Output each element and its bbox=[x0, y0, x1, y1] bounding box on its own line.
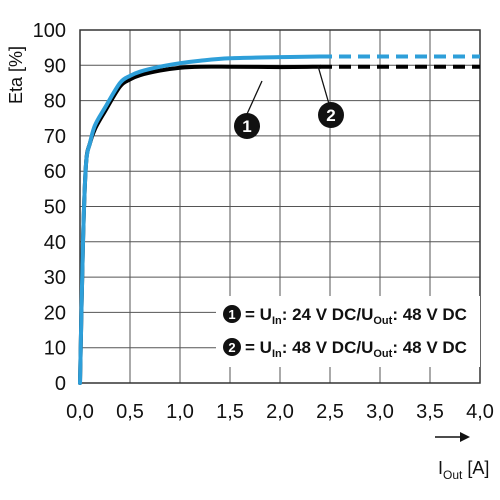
x-axis-label-sub: Out bbox=[443, 468, 463, 482]
x-tick-label: 0,5 bbox=[116, 401, 144, 423]
y-tick-label: 10 bbox=[44, 338, 66, 360]
y-tick-label: 40 bbox=[44, 232, 66, 254]
series-2-line bbox=[78, 54, 322, 385]
legend-entry-1: 1 = UIn: 24 V DC/UOut: 48 V DC bbox=[223, 305, 467, 327]
y-axis-label: Eta [%] bbox=[6, 46, 26, 104]
plot-frame bbox=[79, 29, 481, 384]
legend-entry-2: 2 = UIn: 48 V DC/UOut: 48 V DC bbox=[223, 338, 467, 360]
legend: 1 = UIn: 24 V DC/UOut: 48 V DC 2 = UIn: … bbox=[216, 296, 480, 367]
curve-2-marker-label: 2 bbox=[326, 106, 335, 125]
grid bbox=[79, 29, 481, 384]
legend-label-1: = UIn: 24 V DC/UOut: 48 V DC bbox=[245, 305, 467, 327]
x-tick-label: 2,0 bbox=[266, 401, 294, 423]
x-axis-label-main: I bbox=[438, 458, 443, 478]
legend-marker-2: 2 bbox=[228, 340, 235, 355]
x-tick-label: 3,0 bbox=[366, 401, 394, 423]
curve-1-marker-label: 1 bbox=[242, 117, 251, 136]
legend-marker-1: 1 bbox=[228, 307, 235, 322]
y-tick-label: 100 bbox=[33, 20, 66, 42]
curve-1-marker: 1 bbox=[234, 80, 263, 139]
x-tick-label: 4,0 bbox=[466, 401, 494, 423]
x-tick-label: 1,0 bbox=[166, 401, 194, 423]
y-tick-label: 30 bbox=[44, 267, 66, 289]
y-tick-label: 70 bbox=[44, 126, 66, 148]
tick-labels: 0,0 0,5 1,0 1,5 2,0 2,5 3,0 3,5 4,0 0 10 20 30 40 50 60… bbox=[33, 20, 494, 423]
y-tick-label: 80 bbox=[44, 91, 66, 113]
y-tick-label: 20 bbox=[44, 302, 66, 324]
y-tick-label: 50 bbox=[44, 197, 66, 219]
x-tick-label: 1,5 bbox=[216, 401, 244, 423]
curve-2-marker: 2 bbox=[317, 65, 344, 128]
y-tick-label: 0 bbox=[55, 373, 66, 395]
x-tick-label: 0,0 bbox=[66, 401, 94, 423]
series-layer bbox=[78, 54, 480, 385]
x-tick-label: 2,5 bbox=[316, 401, 344, 423]
x-axis-arrow bbox=[435, 432, 470, 442]
x-axis-label: IOut [A] bbox=[438, 458, 489, 482]
y-tick-label: 60 bbox=[44, 161, 66, 183]
x-axis-label-unit: [A] bbox=[462, 458, 489, 478]
x-tick-label: 3,5 bbox=[416, 401, 444, 423]
y-tick-label: 90 bbox=[44, 55, 66, 77]
legend-label-2: = UIn: 48 V DC/UOut: 48 V DC bbox=[245, 338, 467, 360]
